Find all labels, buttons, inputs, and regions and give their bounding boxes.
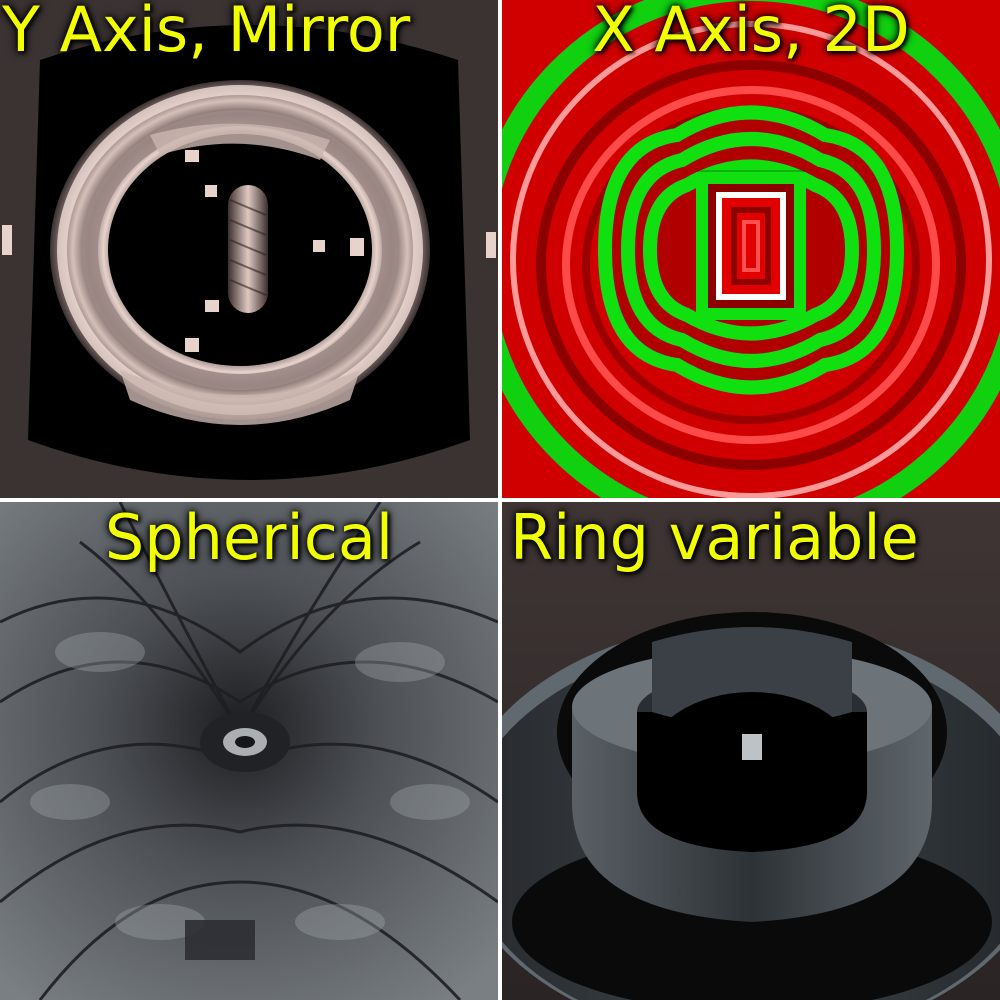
- panel-y-axis-mirror: Y Axis, Mirror: [0, 0, 498, 498]
- ring-variable-render: [502, 502, 1000, 1000]
- panel-ring-variable: Ring variable: [502, 502, 1000, 1000]
- panel-x-axis-2d: X Axis, 2D: [502, 0, 1000, 498]
- panel-spherical: Spherical: [0, 502, 498, 1000]
- spherical-render: [0, 502, 498, 1000]
- y-axis-mirror-render: [0, 0, 498, 498]
- x-axis-2d-render: [502, 0, 1000, 498]
